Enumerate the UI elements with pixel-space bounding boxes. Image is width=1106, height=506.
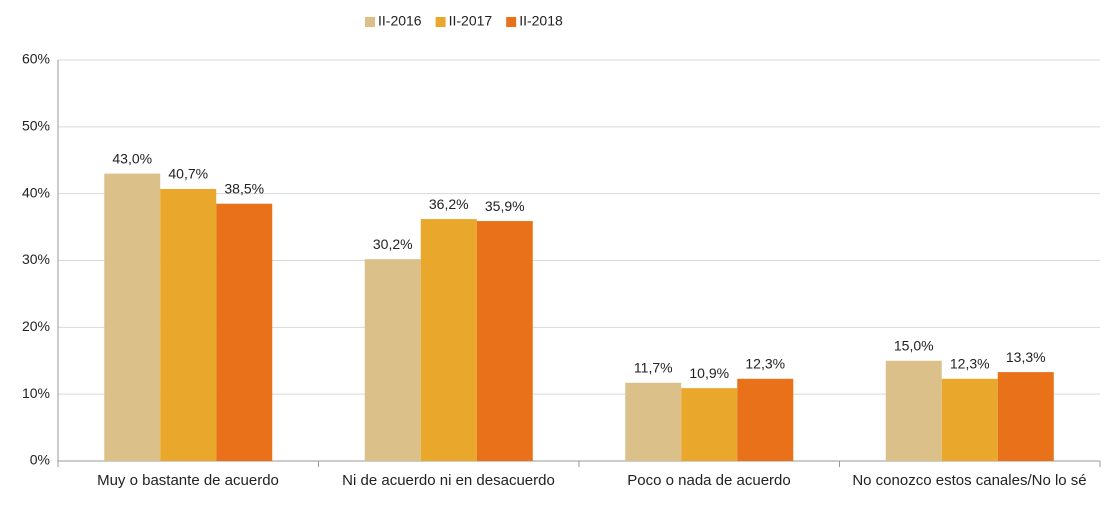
value-label: 35,9% [485,198,525,214]
value-label: 40,7% [168,166,208,182]
x-tick-label: No conozco estos canales/No lo sé [852,472,1087,489]
y-tick-label: 0% [30,452,50,468]
bar [625,382,682,461]
value-label: 15,0% [894,337,934,353]
value-label: 12,3% [950,355,990,371]
value-label: 10,9% [689,365,729,381]
legend-label: II-2017 [449,13,493,29]
bar [216,203,273,462]
legend-label: II-2018 [519,13,563,29]
bar [997,372,1054,461]
y-tick-label: 10% [22,385,50,401]
value-label: 12,3% [745,355,785,371]
legend-swatch [365,17,375,27]
value-label: 13,3% [1006,349,1046,365]
value-label: 43,0% [112,150,152,166]
x-tick-label: Poco o nada de acuerdo [627,472,791,489]
y-tick-label: 40% [22,184,50,200]
y-tick-label: 50% [22,118,50,134]
value-label: 30,2% [373,236,413,252]
legend-swatch [435,17,446,27]
value-label: 38,5% [224,180,264,196]
bar [885,360,942,461]
y-tick-label: 30% [22,251,50,267]
bar [737,378,794,461]
x-tick-label: Ni de acuerdo ni en desacuerdo [342,472,555,489]
legend-swatch [506,17,517,27]
bar [364,259,421,461]
bar [104,173,161,461]
bar [476,221,533,461]
value-label: 11,7% [634,360,673,376]
x-tick-label: Muy o bastante de acuerdo [97,472,279,489]
bar [420,219,477,461]
y-tick-label: 60% [22,51,50,67]
bar [681,388,738,461]
legend-label: II-2016 [378,13,422,29]
bar [160,188,217,461]
bar [941,378,998,461]
y-tick-label: 20% [22,318,50,334]
value-label: 36,2% [429,196,469,212]
